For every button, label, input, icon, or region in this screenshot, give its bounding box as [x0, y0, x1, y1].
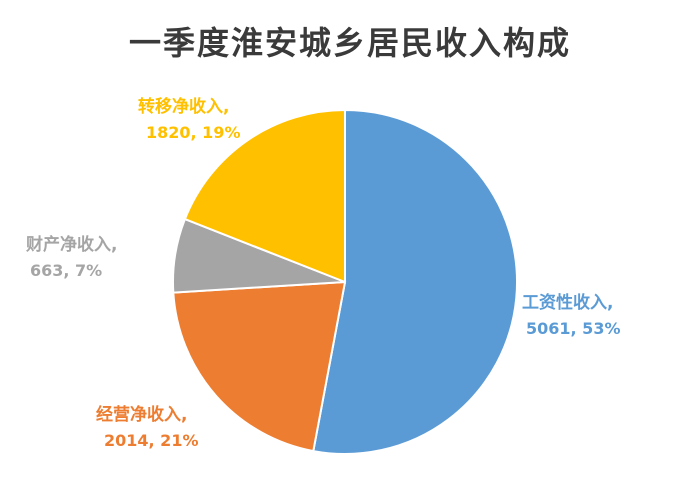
slice-label-business-name: 经营净收入,	[96, 405, 188, 425]
slice-label-transfer: 转移净收入, 1820, 19%	[138, 94, 240, 146]
slice-label-transfer-value: 1820, 19%	[146, 123, 241, 142]
slice-label-property-value: 663, 7%	[30, 261, 103, 280]
slice-label-property: 财产净收入, 663, 7%	[26, 232, 117, 284]
pie-slice-transfer	[183, 108, 346, 284]
pie-slice-business	[172, 280, 347, 453]
slice-label-business-value: 2014, 21%	[104, 431, 199, 450]
slice-label-wage: 工资性收入, 5061, 53%	[522, 290, 620, 342]
slice-label-wage-name: 工资性收入,	[522, 293, 614, 313]
slice-label-business: 经营净收入, 2014, 21%	[96, 402, 198, 454]
slice-label-transfer-name: 转移净收入,	[138, 97, 230, 117]
slice-label-property-name: 财产净收入,	[26, 235, 118, 255]
pie-slice-wage	[312, 108, 519, 455]
chart-title: 一季度淮安城乡居民收入构成	[128, 24, 571, 62]
slice-label-wage-value: 5061, 53%	[526, 319, 621, 338]
